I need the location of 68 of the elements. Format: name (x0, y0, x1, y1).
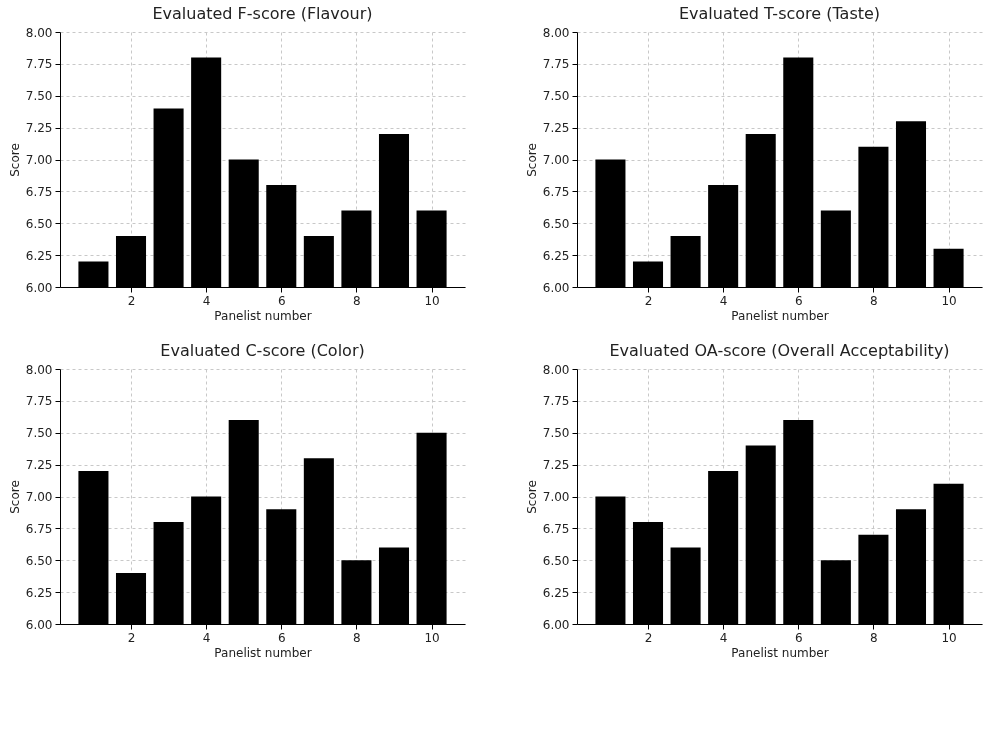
y-tick-label: 6.25 (542, 585, 570, 600)
y-tick-label: 7.75 (542, 394, 570, 409)
y-tick-label: 7.00 (542, 490, 570, 504)
x-tick-label: 8 (353, 630, 361, 645)
x-tick-label: 10 (941, 293, 957, 308)
y-tick-label: 6.50 (25, 553, 53, 568)
x-tick-label: 2 (127, 293, 136, 308)
y-tick-label: 6.75 (542, 184, 570, 199)
y-tick-label: 7.25 (542, 458, 570, 473)
y-tick-label: 6.00 (542, 617, 570, 632)
y-tick-label: 6.75 (25, 184, 53, 199)
x-tick-label: 6 (277, 630, 286, 645)
y-tick-label: 8.00 (542, 25, 570, 40)
y-tick-label: 7.00 (25, 490, 53, 504)
y-tick-label: 6.75 (542, 521, 570, 536)
y-tick-label: 7.25 (25, 121, 53, 136)
chart-title: Evaluated OA-score (Overall Acceptability) (609, 341, 950, 360)
x-tick-label: 4 (719, 630, 728, 645)
x-tick-label: 8 (870, 293, 878, 308)
x-tick-label: 10 (941, 630, 957, 645)
x-tick-label: 8 (870, 630, 878, 645)
y-tick-label: 7.00 (25, 153, 53, 167)
y-tick-label: 7.25 (25, 458, 53, 473)
y-tick-label: 6.25 (25, 585, 53, 600)
y-tick-label: 6.50 (542, 553, 570, 568)
y-tick-label: 7.00 (542, 153, 570, 167)
y-tick-label: 6.25 (542, 248, 570, 263)
y-axis-title: Score (7, 143, 22, 177)
y-tick-label: 6.50 (25, 216, 53, 231)
x-tick-label: 10 (424, 630, 440, 645)
x-tick-label: 6 (794, 630, 803, 645)
x-tick-label: 6 (794, 293, 803, 308)
x-tick-label: 4 (202, 293, 211, 308)
y-tick-label: 7.50 (25, 89, 53, 104)
y-tick-label: 7.75 (542, 57, 570, 72)
x-axis-title: Panelist number (731, 645, 829, 660)
y-axis-title: Score (7, 480, 22, 514)
y-tick-label: 7.50 (542, 426, 570, 441)
y-tick-label: 6.00 (25, 280, 53, 295)
x-tick-label: 6 (277, 293, 286, 308)
y-tick-label: 8.00 (542, 362, 570, 377)
x-tick-label: 2 (644, 630, 653, 645)
x-axis-title: Panelist number (731, 308, 829, 323)
x-tick-label: 8 (353, 293, 361, 308)
x-tick-label: 4 (202, 630, 211, 645)
x-tick-label: 4 (719, 293, 728, 308)
x-axis-title: Panelist number (214, 645, 312, 660)
y-tick-label: 7.75 (25, 394, 53, 409)
chart-title: Evaluated F-score (Flavour) (152, 4, 373, 23)
y-tick-label: 7.50 (25, 426, 53, 441)
x-tick-label: 2 (644, 293, 653, 308)
x-tick-label: 2 (127, 630, 136, 645)
y-tick-label: 6.00 (25, 617, 53, 632)
y-tick-label: 7.25 (542, 121, 570, 136)
y-axis-title: Score (524, 143, 539, 177)
y-tick-label: 7.50 (542, 89, 570, 104)
y-tick-label: 7.75 (25, 57, 53, 72)
x-tick-label: 10 (424, 293, 440, 308)
chart-title: Evaluated C-score (Color) (160, 341, 365, 360)
y-axis-title: Score (524, 480, 539, 514)
chart-title: Evaluated T-score (Taste) (678, 4, 881, 23)
x-axis-title: Panelist number (214, 308, 312, 323)
y-tick-label: 6.00 (542, 280, 570, 295)
y-tick-label: 6.50 (542, 216, 570, 231)
y-tick-label: 6.25 (25, 248, 53, 263)
y-tick-label: 6.75 (25, 521, 53, 536)
y-tick-label: 8.00 (25, 25, 53, 40)
y-tick-label: 8.00 (25, 362, 53, 377)
